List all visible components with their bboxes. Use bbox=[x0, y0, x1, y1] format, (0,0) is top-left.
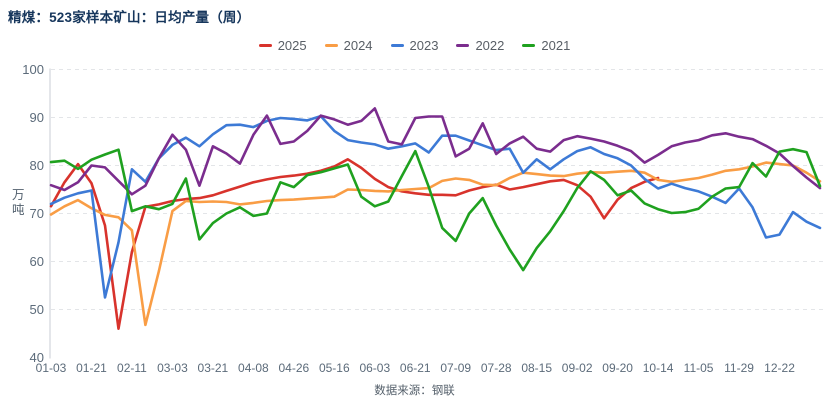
series-line-2021 bbox=[49, 147, 822, 272]
data-source-label: 数据来源：钢联 bbox=[374, 385, 455, 397]
legend-swatch bbox=[390, 43, 404, 48]
x-axis-tick-label: 06-21 bbox=[400, 361, 431, 375]
x-axis-tick-label: 08-15 bbox=[521, 361, 552, 375]
y-axis-tick-label: 40 bbox=[30, 350, 44, 365]
legend-swatch bbox=[522, 43, 536, 48]
x-axis-tick-label: 09-02 bbox=[562, 361, 593, 375]
x-axis-tick-label: 01-21 bbox=[76, 361, 107, 375]
legend-swatch bbox=[456, 43, 470, 48]
series-line-2024 bbox=[49, 161, 822, 327]
x-axis-tick-label: 03-03 bbox=[157, 361, 188, 375]
gridlines: 40 50 60 70 80 90 100 bbox=[22, 62, 824, 365]
x-axis-tick-label: 11-05 bbox=[684, 361, 714, 375]
x-axis-tick-label: 04-08 bbox=[238, 361, 269, 375]
legend-item-label: 2022 bbox=[475, 38, 505, 53]
series-line-2022 bbox=[49, 107, 822, 196]
series-line-2025 bbox=[49, 158, 660, 331]
x-axis-tick-label: 04-26 bbox=[278, 361, 309, 375]
x-axis-tick-label: 07-09 bbox=[440, 361, 471, 375]
legend-item-label: 2021 bbox=[541, 38, 571, 53]
y-axis-tick-label: 90 bbox=[30, 110, 44, 125]
y-axis-tick-label: 80 bbox=[30, 158, 44, 173]
x-axis-tick-label: 07-28 bbox=[481, 361, 512, 375]
x-axis-tick-label: 11-29 bbox=[724, 361, 754, 375]
x-axis-tick-label: 06-03 bbox=[359, 361, 390, 375]
legend: 2025 2024 2023 2022 2021 bbox=[0, 38, 829, 53]
x-axis-tick-label: 03-21 bbox=[198, 361, 229, 375]
x-axis-tick-label: 05-16 bbox=[319, 361, 350, 375]
y-axis-tick-label: 70 bbox=[30, 206, 44, 221]
legend-swatch bbox=[258, 43, 272, 48]
x-axis-tick-label: 02-11 bbox=[117, 361, 147, 375]
x-axis-tick-label: 10-14 bbox=[643, 361, 674, 375]
legend-item-label: 2024 bbox=[343, 38, 373, 53]
x-axis-tick-label: 12-22 bbox=[764, 361, 795, 375]
y-axis-title: 万吨 bbox=[12, 188, 25, 217]
legend-item-2022[interactable]: 2022 bbox=[456, 38, 504, 53]
legend-swatch bbox=[324, 43, 338, 48]
legend-item-2025[interactable]: 2025 bbox=[258, 38, 307, 53]
x-axis-tick-label: 01-03 bbox=[36, 361, 67, 375]
y-axis-tick-label: 50 bbox=[30, 302, 44, 317]
legend-item-label: 2023 bbox=[409, 38, 439, 53]
legend-item-2023[interactable]: 2023 bbox=[390, 38, 439, 53]
y-axis-tick-label: 100 bbox=[22, 62, 44, 77]
x-axis-tick-label: 09-20 bbox=[602, 361, 633, 375]
chart-title: 精煤：523家样本矿山：日均产量（周） bbox=[8, 10, 251, 25]
legend-item-label: 2025 bbox=[277, 38, 307, 53]
legend-item-2021[interactable]: 2021 bbox=[522, 38, 570, 53]
y-axis-tick-label: 60 bbox=[30, 254, 44, 269]
legend-item-2024[interactable]: 2024 bbox=[324, 38, 373, 53]
